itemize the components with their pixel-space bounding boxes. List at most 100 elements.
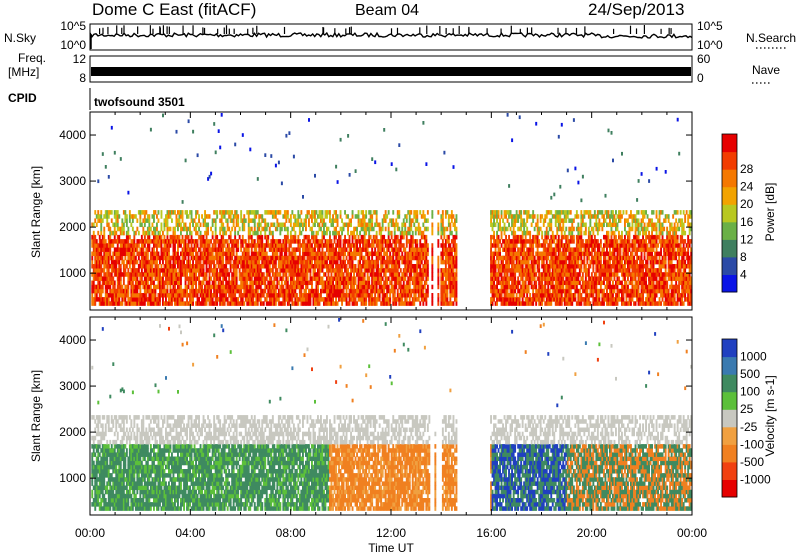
power-cell	[314, 247, 316, 252]
power-cell	[118, 239, 121, 244]
power-cell	[321, 230, 324, 236]
power-cell	[143, 243, 146, 248]
power-cell	[231, 276, 234, 281]
power-cell	[374, 264, 377, 269]
power-cell	[207, 243, 209, 248]
power-cell	[267, 284, 270, 290]
power-cell	[252, 293, 255, 298]
power-cell	[136, 218, 139, 223]
power-cell	[109, 301, 112, 306]
power-cell	[291, 301, 294, 306]
power-cell	[240, 284, 243, 290]
power-cell	[95, 293, 98, 298]
power-cell	[92, 272, 95, 277]
power-cell	[404, 288, 407, 294]
power-cell	[410, 272, 413, 277]
power-cell	[386, 264, 389, 269]
power-cell	[162, 293, 164, 298]
power-cell	[518, 255, 521, 261]
power-cell	[511, 280, 513, 286]
power-cell	[312, 239, 315, 244]
power-cell	[156, 251, 158, 257]
power-cell	[124, 255, 127, 261]
power-cell	[121, 226, 124, 232]
power-cell	[204, 288, 206, 294]
power-cell	[142, 239, 145, 244]
power-cell	[169, 210, 172, 215]
power-cell	[497, 297, 500, 302]
power-cell	[174, 268, 176, 273]
power-cell	[94, 243, 97, 248]
power-cell	[401, 301, 404, 306]
power-cell	[151, 247, 154, 252]
power-cell	[265, 210, 268, 215]
power-cell	[190, 234, 193, 240]
power-cell	[354, 276, 357, 281]
power-cell	[294, 288, 297, 294]
power-cell	[184, 234, 187, 240]
power-cell	[223, 239, 226, 244]
power-cell	[345, 255, 348, 261]
power-cell	[354, 301, 357, 306]
power-cell	[419, 259, 422, 265]
power-cell	[362, 255, 365, 261]
power-cell	[127, 226, 130, 232]
power-cell	[530, 214, 533, 219]
power-cell	[289, 284, 292, 290]
power-cell	[165, 293, 167, 298]
power-cell	[116, 247, 119, 252]
power-cell	[174, 301, 176, 306]
power-cell	[104, 297, 107, 302]
power-cell	[363, 293, 366, 298]
power-cell	[226, 284, 229, 290]
power-cell	[202, 234, 205, 240]
power-cell	[136, 243, 139, 248]
power-cell	[276, 239, 279, 244]
power-cell	[368, 280, 371, 286]
power-cell	[426, 259, 429, 265]
power-cell	[302, 226, 304, 232]
power-cell	[454, 276, 456, 281]
power-cell	[359, 272, 361, 277]
power-cell	[189, 276, 191, 281]
power-cell	[408, 268, 411, 273]
power-cell	[229, 264, 232, 269]
power-cell	[264, 247, 267, 252]
power-cell	[118, 280, 121, 286]
power-cell	[405, 297, 408, 302]
power-cell	[441, 230, 444, 236]
power-cell	[420, 230, 423, 236]
power-cell	[502, 259, 504, 265]
power-cell	[441, 284, 444, 290]
power-cell	[153, 255, 155, 261]
power-cell	[288, 293, 291, 298]
power-cell	[309, 259, 312, 265]
power-cell	[241, 234, 244, 240]
power-cell	[333, 218, 336, 223]
power-cell	[493, 272, 495, 277]
power-cell	[306, 301, 309, 306]
power-cell	[294, 214, 297, 219]
power-cell	[550, 297, 553, 302]
power-cell	[494, 214, 497, 219]
power-cell	[389, 218, 392, 223]
power-cell	[264, 264, 267, 269]
power-cell	[115, 255, 118, 261]
power-cell	[401, 230, 404, 236]
power-cell	[515, 259, 518, 265]
power-cell	[187, 280, 190, 286]
power-cell	[226, 259, 229, 265]
power-cell	[270, 230, 273, 236]
power-cell	[101, 276, 104, 281]
power-cell	[404, 264, 407, 269]
power-cell	[219, 210, 222, 215]
power-cell	[183, 259, 185, 265]
power-cell	[244, 264, 247, 269]
power-cell	[402, 222, 405, 228]
power-cell	[244, 259, 247, 265]
power-cell	[175, 255, 178, 261]
power-cell	[274, 288, 277, 294]
power-cell	[291, 234, 294, 240]
power-cell	[270, 280, 273, 286]
power-cell	[171, 288, 173, 294]
